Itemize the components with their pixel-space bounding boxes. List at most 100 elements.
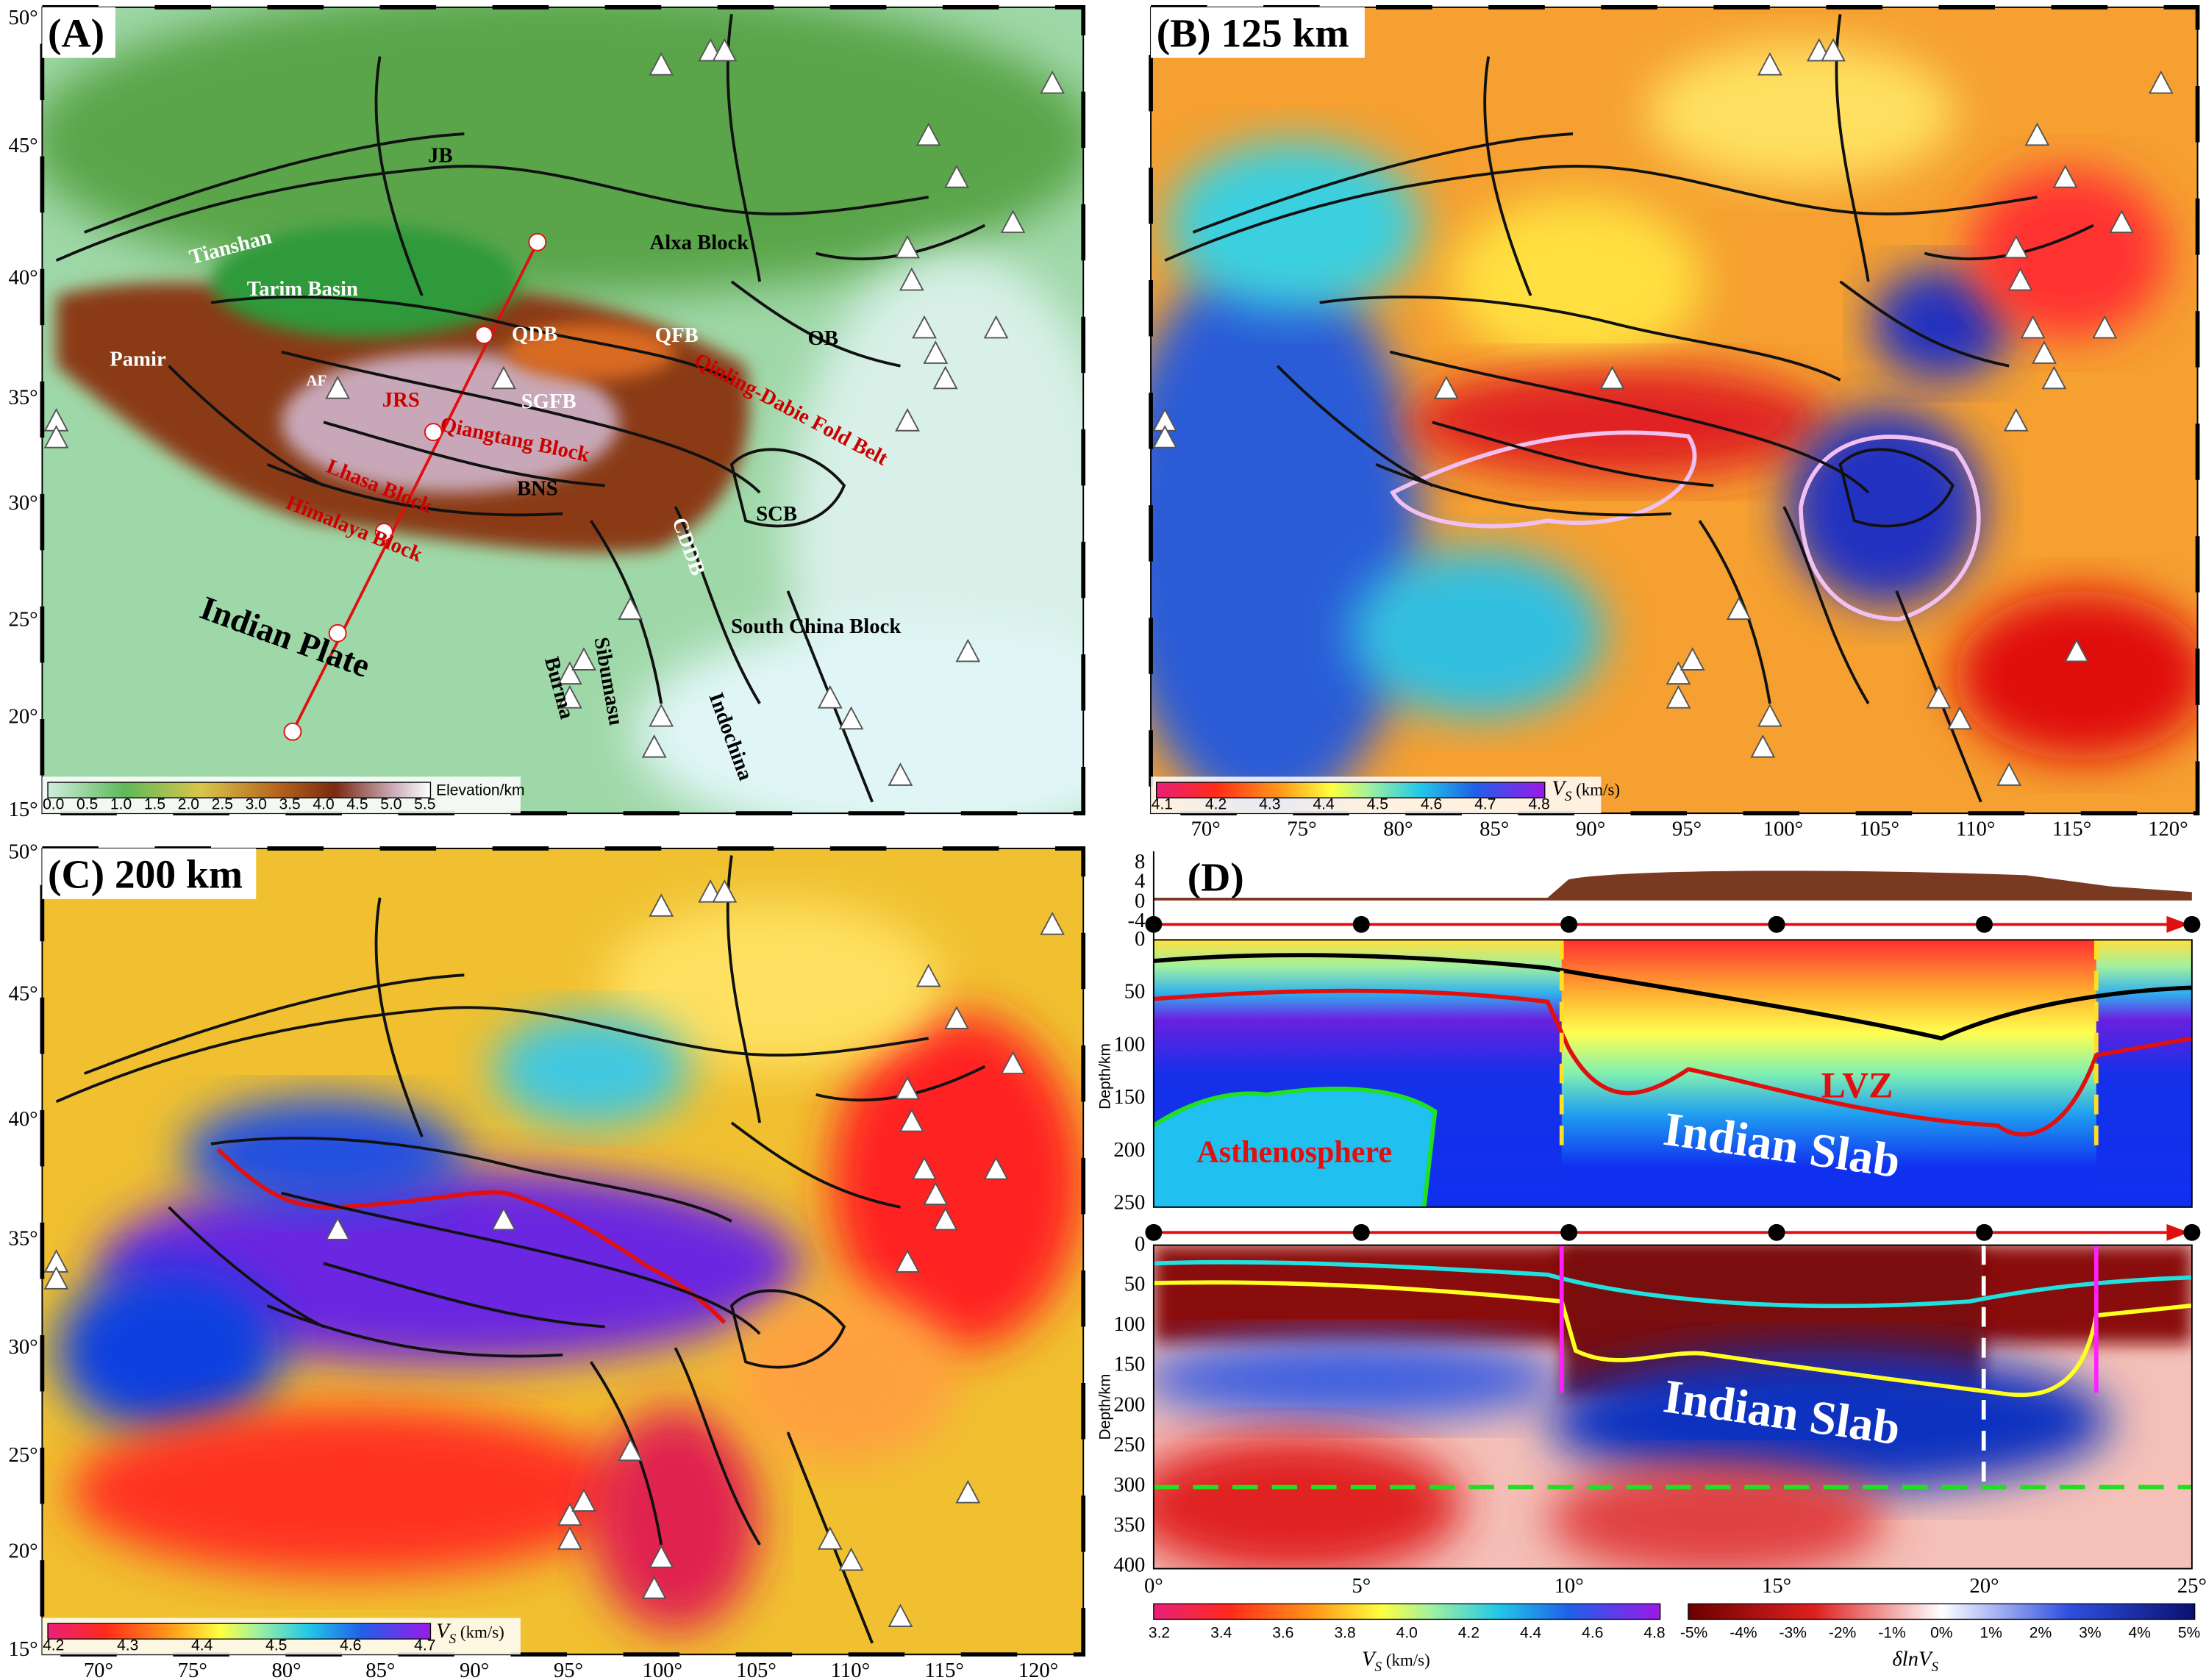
profile-point — [1145, 1223, 1163, 1241]
colorbar-title: VS (km/s) — [436, 1619, 504, 1647]
latitude-tick-label: 20° — [8, 705, 38, 729]
panel-label: (A) — [48, 11, 104, 56]
colorbar-tick-label: 4.5 — [346, 796, 368, 812]
longitude-tick-label: 105° — [1859, 818, 1899, 841]
longitude-tick-label: 80° — [271, 1659, 301, 1680]
color-patch — [1151, 253, 1421, 814]
latitude-tick-label: 50° — [8, 840, 38, 863]
symbol: V — [1552, 776, 1567, 800]
volcano — [1599, 365, 1625, 390]
elevation-tick-label: 8 — [1135, 850, 1145, 873]
volcano — [2092, 315, 2118, 339]
volcano — [955, 1479, 981, 1504]
profile-point — [1768, 1223, 1785, 1241]
volcano — [557, 1502, 582, 1526]
map-label: AF — [306, 372, 326, 390]
profile-arrow — [2166, 915, 2190, 933]
map-label: JB — [428, 143, 452, 167]
colorbar-tick-label: 1.0 — [110, 796, 132, 812]
colorbar-tick-label: 4.2 — [1458, 1624, 1479, 1641]
colorbar-tick-label: 4.0 — [313, 796, 334, 812]
volcano — [491, 1207, 516, 1231]
volcano — [712, 37, 738, 62]
color-patch — [590, 1406, 760, 1632]
section-label: Asthenosphere — [1196, 1135, 1392, 1170]
distance-tick-label: 25° — [2177, 1574, 2206, 1598]
faults — [43, 855, 1065, 1644]
colorbar-tick-label: 2% — [2030, 1624, 2052, 1641]
asthenosphere-top — [1153, 1087, 1438, 1207]
volcano — [899, 1108, 924, 1132]
volcano — [838, 1547, 864, 1571]
volcano — [1750, 734, 1776, 758]
latitude-tick-label: 35° — [8, 385, 38, 409]
panel-c-map — [42, 848, 1084, 1655]
volcano — [2041, 365, 2067, 390]
volcano — [1152, 424, 1178, 448]
colorbar-tick-label: 0% — [1930, 1624, 1952, 1641]
depth-axis-title: Depth/km — [1097, 1374, 1114, 1440]
colorbar — [47, 1623, 432, 1640]
volcano — [557, 1526, 582, 1550]
map-label: SGFB — [521, 390, 577, 413]
map-label: QDB — [512, 322, 557, 346]
volcano — [325, 1217, 351, 1240]
color-patch — [281, 351, 619, 493]
volcano — [1040, 911, 1065, 935]
colorbar-tick-label: 4.6 — [1421, 796, 1442, 812]
elevation-tick-label: -4 — [1127, 909, 1145, 932]
latitude-tick-label: 30° — [8, 1335, 38, 1359]
latitude-tick-label: 25° — [8, 608, 38, 632]
longitude-tick-label: 95° — [1672, 818, 1702, 841]
colorbar-tick-label: 4.6 — [1582, 1624, 1603, 1641]
depth-tick-label: 50 — [1124, 980, 1146, 1004]
volcano — [895, 235, 920, 259]
map-label: Tarim Basin — [247, 277, 358, 301]
unit: (km/s) — [1576, 780, 1620, 798]
volcano — [944, 1006, 969, 1029]
section-frame — [1152, 939, 2193, 1208]
volcano — [2024, 122, 2050, 146]
volcano — [2007, 267, 2033, 291]
profile-point — [1768, 915, 1785, 933]
profile-line — [291, 241, 539, 733]
volcano — [2109, 210, 2135, 233]
color-patch — [56, 1266, 282, 1435]
colorbar-tick-label: -3% — [1780, 1624, 1807, 1641]
volcano — [649, 893, 674, 917]
volcano — [895, 408, 920, 432]
asthenosphere — [1153, 1088, 1435, 1207]
colorbar-title: δlnVS — [1892, 1648, 1938, 1676]
volcano — [43, 424, 69, 448]
topography — [1153, 871, 2192, 901]
map-label: South China Block — [731, 615, 901, 638]
volcano — [1000, 1051, 1026, 1075]
colorbar-tick-label: 4.2 — [43, 1637, 64, 1654]
volcano — [2020, 315, 2046, 339]
profile-point — [1560, 915, 1578, 933]
blue-left — [1153, 1336, 1562, 1421]
longitude-tick-label: 85° — [365, 1659, 395, 1680]
red-low — [1547, 1463, 1885, 1569]
volcano — [895, 1076, 920, 1100]
colorbar-tick-label: -2% — [1829, 1624, 1856, 1641]
volcano — [888, 1604, 913, 1627]
depth-tick-label: 100 — [1113, 1312, 1145, 1336]
color-patch — [604, 900, 943, 1070]
faults — [43, 14, 1065, 803]
volcano — [838, 706, 864, 730]
profile-point — [283, 722, 302, 741]
panel-label-box — [1182, 851, 1255, 902]
profile-arrow — [2166, 1223, 2190, 1241]
volcano — [2003, 235, 2029, 259]
colorbar-tick-label: 3.0 — [246, 796, 267, 812]
map-border — [41, 6, 1085, 815]
color-patch — [1350, 548, 1604, 718]
depth-tick-label: 350 — [1113, 1513, 1145, 1537]
distance-tick-label: 0° — [1144, 1574, 1163, 1598]
colorbar-tick-label: 1.5 — [144, 796, 165, 812]
longitude-tick-label: 100° — [643, 1659, 683, 1680]
panel-label: (B) 125 km — [1157, 11, 1349, 56]
volcano — [915, 963, 941, 987]
volcano — [1680, 647, 1705, 671]
